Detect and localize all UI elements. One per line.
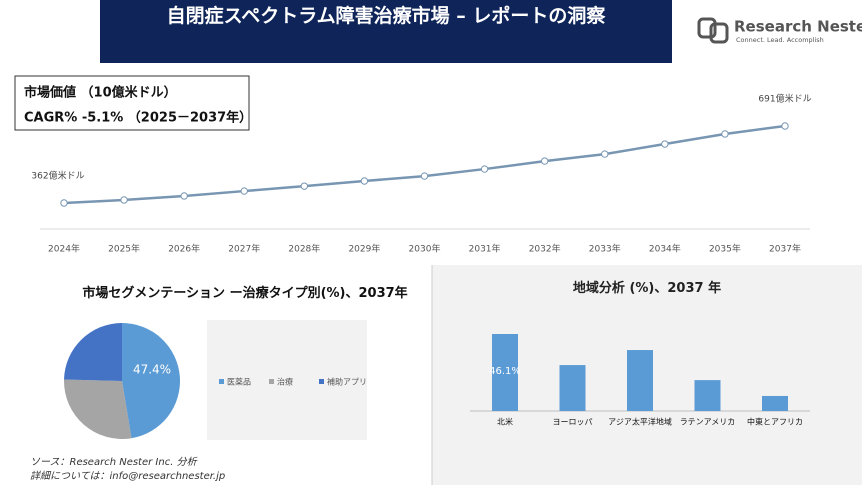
pie-slice [64,379,132,439]
x-tick-label: 中東とアフリカ [747,417,803,427]
legend-panel [207,320,367,440]
marker [540,157,549,165]
marker [601,150,609,158]
marker [360,177,369,185]
x-tick-label: 2032年 [529,243,561,255]
market-value: 市場価値 （10億米ドル） [24,85,177,101]
value-label: 46.1% [489,366,521,377]
marker [240,187,248,195]
legend-swatch [219,379,224,384]
logo-icon [697,17,729,44]
x-tick-label: 2033年 [589,243,621,255]
marker [420,172,429,180]
bar-title: 地域分析 (%)、2037 年 [572,281,722,296]
source: ソース：Research Nester Inc. 分析 [30,456,198,468]
legend-label: 医薬品 [227,377,251,387]
value-label: 47.4% [133,363,171,377]
x-tick-label: 2024年 [48,243,80,255]
bar [627,350,653,411]
header-banner [100,0,672,63]
x-tick-label: 2035年 [709,243,741,255]
x-tick-label: 2031年 [469,243,501,255]
marker [480,165,489,173]
x-tick-label: 2028年 [288,243,320,255]
marker [60,199,68,207]
x-tick-label: 2026年 [168,243,200,255]
x-tick-label: 2034年 [649,243,681,255]
x-tick-label: 2030年 [409,243,441,255]
line [63,124,786,205]
pie-slice [64,323,122,381]
x-tick-label: 2029年 [348,243,380,255]
marker [300,182,309,190]
bar [762,395,788,411]
marker [661,140,669,148]
marker [120,196,128,204]
value-label: 362億米ドル [31,170,84,182]
pie-title: 市場セグメンテーション ー治療タイプ別(%)、2037年 [82,286,408,301]
x-tick-label: 北米 [497,417,513,427]
legend-swatch [269,379,274,384]
logo-tagline: Connect. Lead. Accomplish [736,36,824,44]
legend-label: 補助アプリ [327,377,367,387]
pie-slice [122,323,180,439]
x-tick-label: アジア太平洋地域 [608,417,672,427]
bar [559,365,586,411]
bar [694,380,721,411]
header-title: 自閉症スペクトラム障害治療市場 – レポートの洞察 [166,5,606,27]
marker [180,192,188,200]
legend-label: 治療 [277,377,293,387]
marker [781,122,789,130]
x-tick-label: ラテンアメリカ [680,418,736,427]
details: 詳細については：info@researchnester.jp [30,470,225,482]
cagr: CAGR% -5.1% （2025－2037年） [24,110,252,126]
x-tick-label: 2027年 [228,243,260,255]
value-label: 691億米ドル [758,93,811,105]
x-tick-label: 2037年 [769,243,801,255]
marker [721,130,729,138]
info-box [14,75,250,131]
x-tick-label: ヨーロッパ [553,418,593,427]
logo-name: Research Nester [734,18,862,36]
legend-swatch [319,379,324,384]
x-tick-label: 2025年 [108,243,140,255]
bar [492,334,518,411]
